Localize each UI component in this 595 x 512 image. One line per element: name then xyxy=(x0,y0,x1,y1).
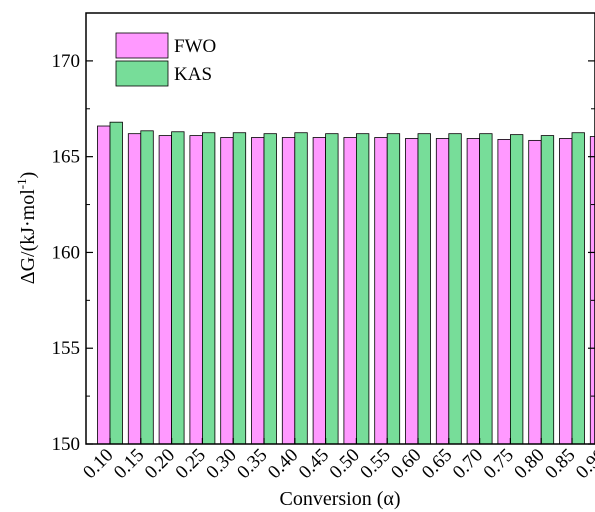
legend: FWO KAS xyxy=(115,32,216,87)
bar-fwo-0.90 xyxy=(589,136,595,445)
x-tick-label-0.60: 0.60 xyxy=(387,445,425,483)
x-tick-label-0.45: 0.45 xyxy=(295,445,333,483)
x-tick-label-0.85: 0.85 xyxy=(541,445,579,483)
bar-kas-0.30 xyxy=(232,132,247,445)
x-tick-label-0.20: 0.20 xyxy=(141,445,179,483)
legend-swatch-fwo xyxy=(115,32,169,59)
bar-kas-0.20 xyxy=(171,131,185,445)
bar-kas-0.15 xyxy=(140,130,154,445)
x-tick-label-0.75: 0.75 xyxy=(480,445,518,483)
x-tick-label-0.50: 0.50 xyxy=(326,445,364,483)
bar-kas-0.40 xyxy=(294,132,308,445)
bar-kas-0.25 xyxy=(201,132,216,445)
bar-kas-0.60 xyxy=(417,133,431,445)
x-axis-title: Conversion (α) xyxy=(279,488,400,510)
x-tick-label-0.90: 0.90 xyxy=(572,445,595,483)
x-axis: 0.100.150.200.250.300.350.400.450.500.55… xyxy=(79,438,595,483)
x-tick-label-0.25: 0.25 xyxy=(172,445,210,483)
bar-fwo-0.40 xyxy=(281,137,296,445)
x-tick-label-0.15: 0.15 xyxy=(110,445,148,483)
y-axis-title-sup: -1 xyxy=(14,178,29,189)
y-axis: 150 155 160 165 170 xyxy=(52,51,595,455)
bar-fwo-0.60 xyxy=(405,138,419,445)
bar-kas-0.85 xyxy=(571,132,585,445)
y-axis-title: ΔG/(kJ·mol-1) xyxy=(14,172,39,285)
bar-fwo-0.85 xyxy=(559,138,573,445)
legend-label-fwo: FWO xyxy=(174,36,216,57)
bar-kas-0.70 xyxy=(479,133,493,445)
bar-fwo-0.70 xyxy=(466,138,481,445)
legend-label-kas: KAS xyxy=(174,64,212,85)
bar-fwo-0.10 xyxy=(97,125,111,445)
bar-fwo-0.55 xyxy=(374,137,388,445)
y-axis-title-prefix: ΔG/(kJ·mol xyxy=(17,189,39,285)
x-tick-label-0.55: 0.55 xyxy=(356,445,394,483)
bar-kas-0.65 xyxy=(448,133,462,445)
y-tick-label-150: 150 xyxy=(52,434,81,455)
bar-fwo-0.20 xyxy=(158,135,173,445)
bar-kas-0.75 xyxy=(509,134,524,445)
bar-fwo-0.65 xyxy=(435,138,450,445)
x-tick-label-0.30: 0.30 xyxy=(202,445,240,483)
bar-kas-0.35 xyxy=(263,133,277,445)
x-tick-label-0.40: 0.40 xyxy=(264,445,302,483)
y-axis-title-suffix: ) xyxy=(17,172,39,179)
x-tick-label-0.65: 0.65 xyxy=(418,445,456,483)
bar-kas-0.45 xyxy=(325,133,339,445)
bar-fwo-0.80 xyxy=(528,139,542,445)
legend-swatch-kas xyxy=(115,60,169,87)
bar-fwo-0.50 xyxy=(343,137,357,445)
x-tick-label-0.10: 0.10 xyxy=(79,445,117,483)
y-tick-label-155: 155 xyxy=(52,338,81,359)
plot-frame xyxy=(85,12,595,445)
y-tick-label-165: 165 xyxy=(52,147,81,168)
bar-fwo-0.75 xyxy=(497,139,511,445)
x-tick-label-0.80: 0.80 xyxy=(510,445,548,483)
x-tick-label-0.70: 0.70 xyxy=(449,445,487,483)
bar-fwo-0.25 xyxy=(189,135,203,445)
bar-kas-0.55 xyxy=(386,133,401,445)
y-tick-label-160: 160 xyxy=(52,242,81,263)
y-tick-label-170: 170 xyxy=(52,51,81,72)
x-tick-label-0.35: 0.35 xyxy=(233,445,271,483)
bar-kas-0.10 xyxy=(109,121,123,445)
bar-fwo-0.15 xyxy=(127,133,142,445)
bars-group xyxy=(97,121,595,445)
bar-kas-0.50 xyxy=(355,133,370,445)
bar-fwo-0.45 xyxy=(312,137,327,445)
bar-fwo-0.30 xyxy=(220,137,234,445)
bar-kas-0.80 xyxy=(540,135,555,445)
bar-fwo-0.35 xyxy=(251,137,265,445)
